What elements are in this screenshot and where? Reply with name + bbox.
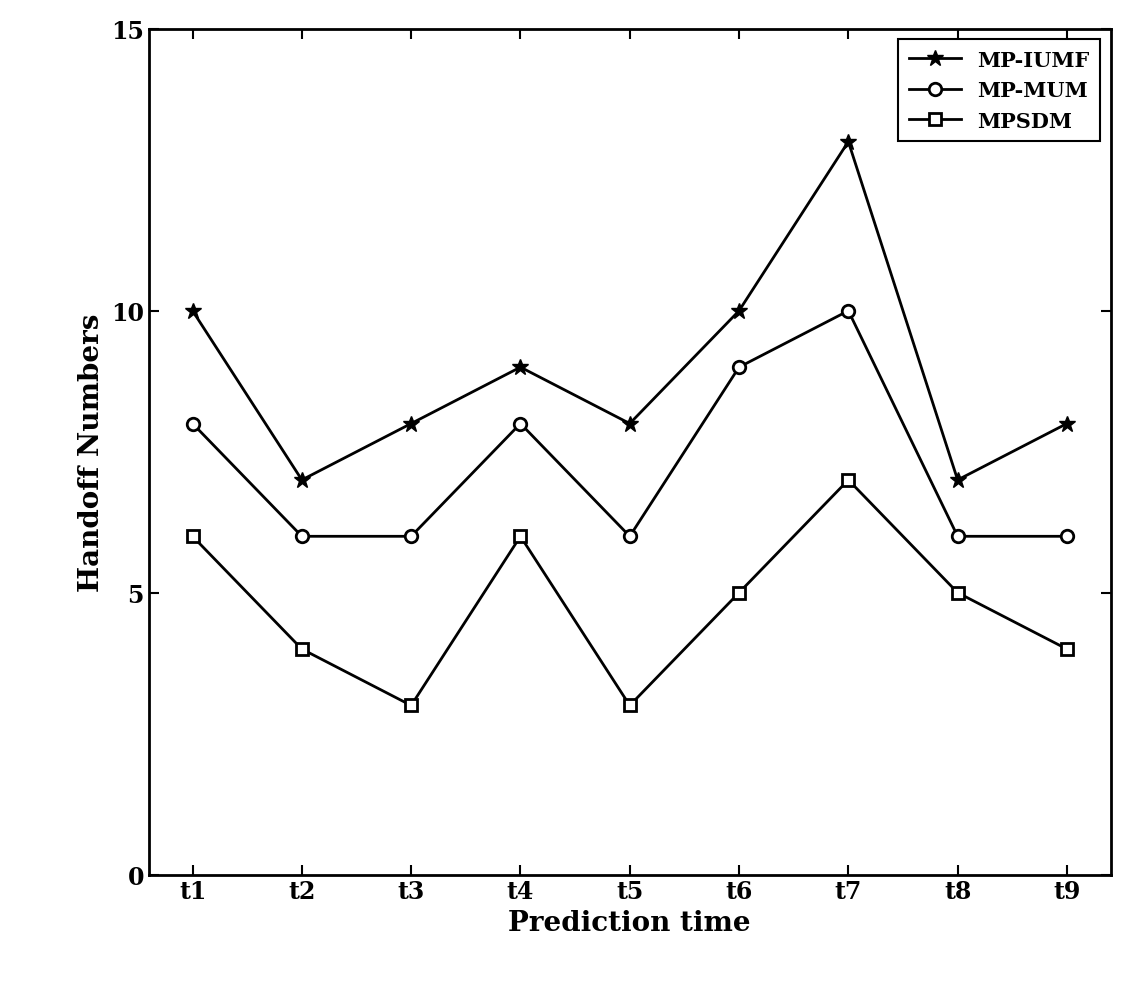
MP-MUM <box>950 531 964 543</box>
MPSDM <box>404 700 418 712</box>
MP-MUM <box>404 531 418 543</box>
MPSDM <box>623 700 637 712</box>
MP-IUMF <box>842 136 855 148</box>
MP-IUMF <box>623 418 637 430</box>
MP-IUMF <box>950 474 964 486</box>
MP-IUMF <box>185 305 199 317</box>
MPSDM <box>185 531 199 543</box>
MP-IUMF <box>295 474 309 486</box>
MPSDM <box>1060 643 1074 655</box>
MPSDM <box>842 474 855 486</box>
MP-MUM <box>842 305 855 317</box>
MP-MUM <box>1060 531 1074 543</box>
MP-MUM <box>732 362 745 374</box>
MPSDM <box>295 643 309 655</box>
X-axis label: Prediction time: Prediction time <box>508 910 751 936</box>
Line: MP-IUMF: MP-IUMF <box>184 134 1075 489</box>
MPSDM <box>514 531 528 543</box>
MP-IUMF <box>514 362 528 374</box>
MP-MUM <box>623 531 637 543</box>
Line: MP-MUM: MP-MUM <box>187 305 1073 543</box>
MP-MUM <box>514 418 528 430</box>
MPSDM <box>950 587 964 599</box>
MP-IUMF <box>1060 418 1074 430</box>
MP-IUMF <box>404 418 418 430</box>
Y-axis label: Handoff Numbers: Handoff Numbers <box>79 313 105 591</box>
Line: MPSDM: MPSDM <box>187 475 1073 712</box>
MP-IUMF <box>732 305 745 317</box>
MP-MUM <box>185 418 199 430</box>
Legend: MP-IUMF, MP-MUM, MPSDM: MP-IUMF, MP-MUM, MPSDM <box>899 40 1100 142</box>
MPSDM <box>732 587 745 599</box>
MP-MUM <box>295 531 309 543</box>
